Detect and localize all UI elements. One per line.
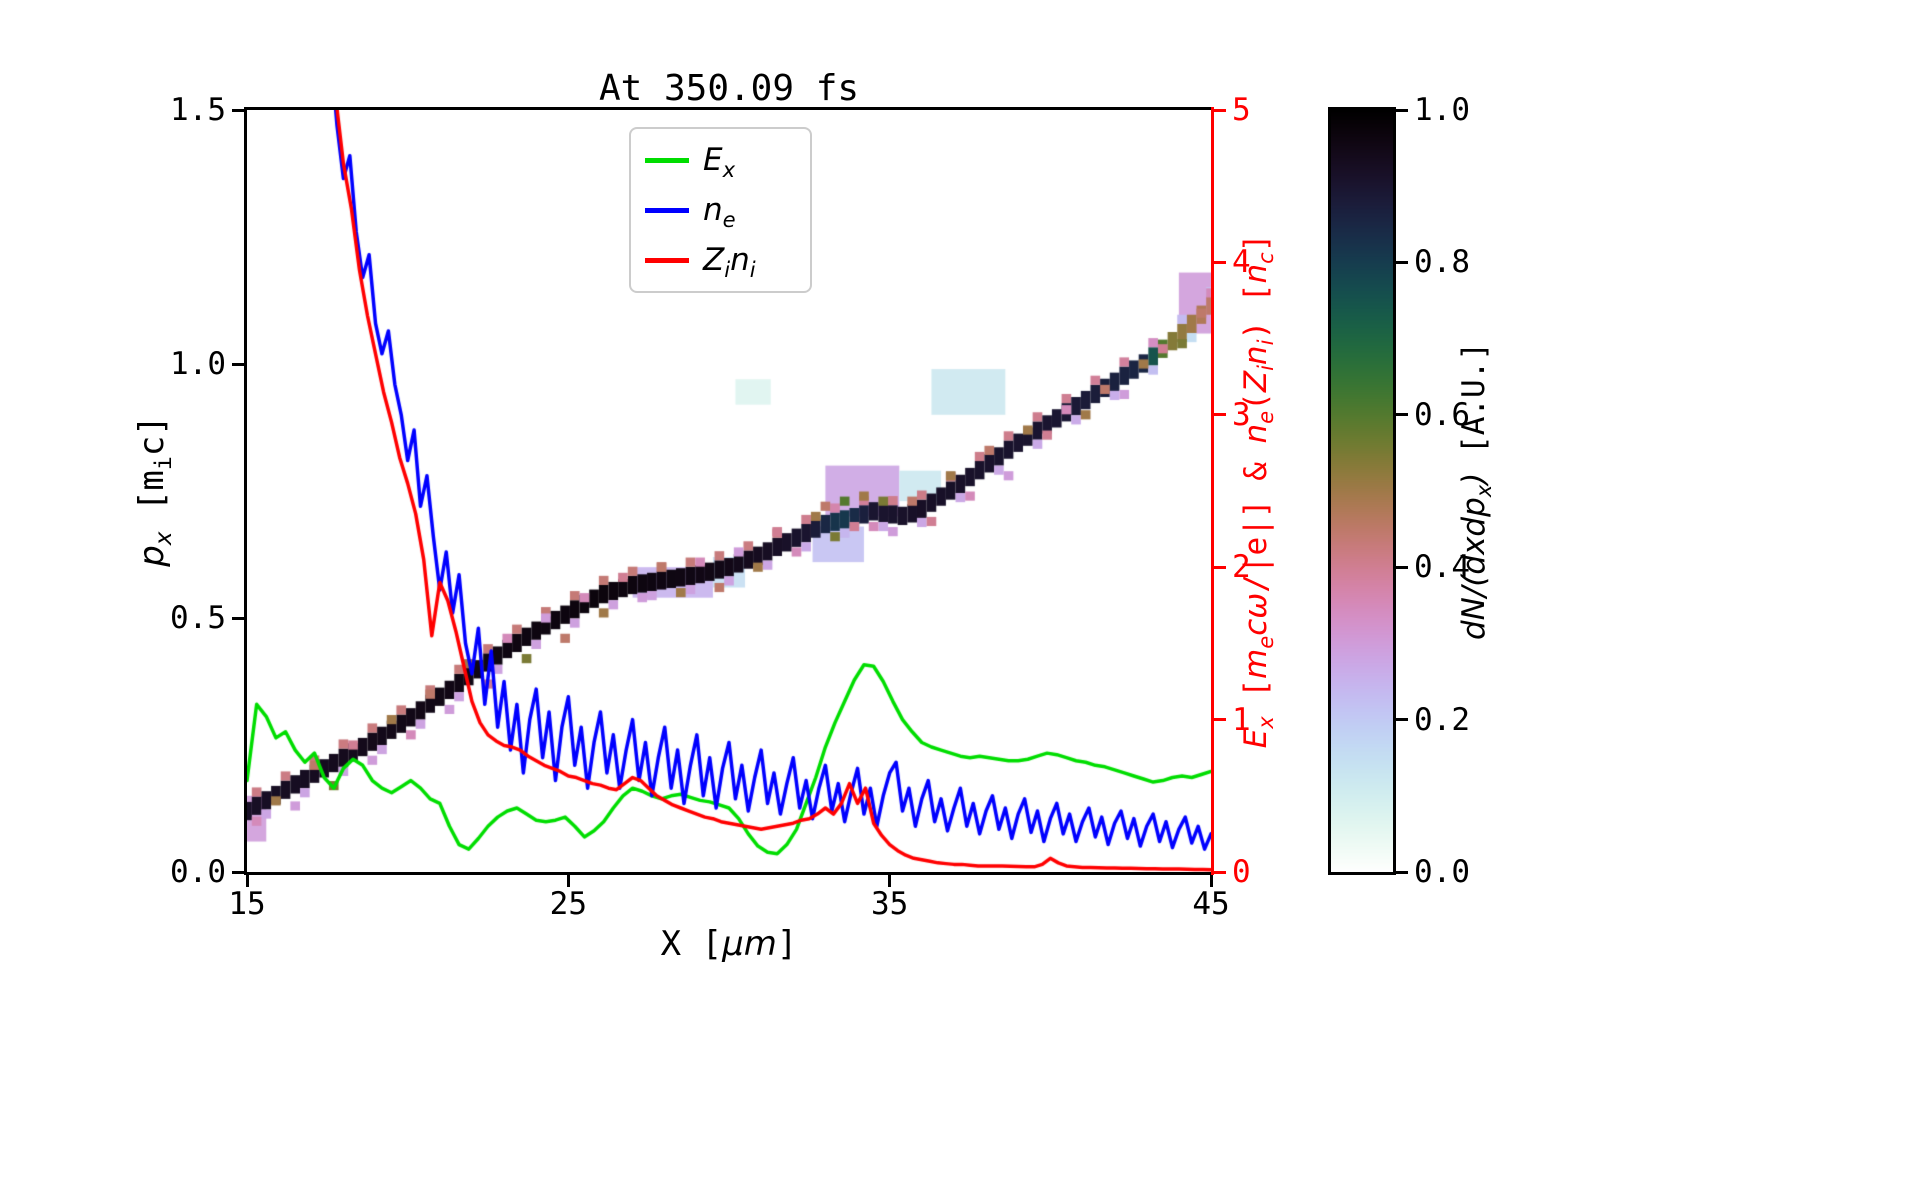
- legend-label: Ex: [703, 142, 735, 180]
- colorbar-ticklabel: 0.4: [1414, 549, 1470, 586]
- y-left-ticklabel: 1.5: [170, 92, 226, 128]
- legend-line-sample: [645, 257, 689, 263]
- y-right-tick: [1214, 565, 1226, 569]
- colorbar-tick: [1396, 260, 1408, 264]
- x-ticklabel: 35: [870, 886, 909, 922]
- label-segment: i: [724, 257, 731, 283]
- y-right-ticklabel: 1: [1232, 701, 1251, 738]
- y-left-ticklabel: 1.0: [170, 346, 226, 382]
- legend-line-sample: [645, 157, 689, 163]
- colorbar-frame: [1328, 107, 1396, 875]
- colorbar-tick: [1396, 413, 1408, 417]
- colorbar-tick: [1396, 565, 1408, 569]
- colorbar-ticklabel: 0.8: [1414, 244, 1470, 281]
- label-segment: i: [1253, 365, 1279, 371]
- x-tick: [245, 875, 249, 887]
- y-right-tick: [1214, 718, 1226, 722]
- y-right-tick: [1214, 870, 1226, 874]
- colorbar-tick: [1396, 870, 1408, 874]
- colorbar-ticklabel: 1.0: [1414, 92, 1470, 128]
- label-segment: E: [703, 142, 723, 178]
- y-left-ticklabel: 0.5: [170, 600, 226, 636]
- y-left-tick: [232, 108, 244, 112]
- y-right-tick: [1214, 108, 1226, 112]
- label-segment: X [: [660, 924, 723, 964]
- label-segment: c: [1238, 618, 1274, 636]
- label-segment: [A.U.]: [1456, 341, 1492, 473]
- colorbar-canvas: [1331, 110, 1393, 872]
- label-segment: n: [1238, 345, 1274, 366]
- y-right-ticklabel: 0: [1232, 854, 1251, 890]
- label-segment: i: [1253, 339, 1279, 346]
- label-segment: [m: [132, 470, 172, 532]
- label-segment: dxdp: [1456, 497, 1492, 575]
- label-segment: ]: [776, 924, 798, 964]
- label-segment: i: [150, 456, 177, 471]
- label-segment: i: [749, 257, 756, 283]
- y-axis-right-label: Ex [mecω/|e|] & ne(Zini) [nc]: [1238, 234, 1278, 749]
- colorbar-label: dN/(dxdpx) [A.U.]: [1456, 341, 1496, 641]
- legend-entry: Ex: [645, 142, 810, 180]
- label-segment: m: [1238, 648, 1274, 679]
- label-segment: dN: [1456, 597, 1492, 641]
- x-axis-label: X [μm]: [661, 924, 798, 964]
- label-segment: c]: [132, 415, 172, 457]
- legend-label: ne: [703, 192, 736, 230]
- colorbar-ticklabel: 0.0: [1414, 854, 1470, 890]
- legend: Ex ne Zini: [629, 127, 812, 293]
- y-left-tick: [232, 362, 244, 366]
- x-tick: [1209, 875, 1213, 887]
- x-tick: [566, 875, 570, 887]
- label-segment: p: [132, 545, 172, 567]
- legend-entry: Zini: [645, 242, 810, 280]
- label-segment: e: [1253, 635, 1279, 649]
- y-right-ticklabel: 4: [1232, 244, 1251, 281]
- label-segment: /(: [1456, 574, 1492, 598]
- y-right-tick: [1214, 260, 1226, 264]
- y-left-tick: [232, 616, 244, 620]
- y-left-ticklabel: 0.0: [170, 854, 226, 890]
- label-segment: n: [730, 242, 750, 278]
- x-ticklabel: 15: [228, 886, 266, 922]
- right-axis-spine: [1211, 107, 1214, 875]
- legend-label: Zini: [703, 242, 756, 280]
- label-segment: μm: [722, 924, 777, 964]
- label-segment: Z: [1238, 370, 1274, 393]
- y-right-tick: [1214, 413, 1226, 417]
- colorbar-tick: [1396, 718, 1408, 722]
- y-left-tick: [232, 870, 244, 874]
- y-right-ticklabel: 3: [1232, 396, 1251, 433]
- x-ticklabel: 45: [1192, 886, 1230, 922]
- legend-entry: ne: [645, 192, 810, 230]
- legend-line-sample: [645, 207, 689, 213]
- label-segment: x: [1471, 484, 1497, 498]
- colorbar-ticklabel: 0.2: [1414, 701, 1470, 738]
- x-tick: [888, 875, 892, 887]
- label-segment: Z: [703, 242, 725, 278]
- colorbar-ticklabel: 0.6: [1414, 396, 1470, 433]
- label-segment: n: [703, 192, 723, 228]
- x-ticklabel: 25: [549, 886, 587, 922]
- label-segment: x: [150, 531, 177, 546]
- label-segment: x: [722, 157, 736, 183]
- y-right-ticklabel: 2: [1232, 549, 1251, 586]
- label-segment: ω: [1238, 592, 1274, 619]
- label-segment: e: [722, 207, 736, 233]
- label-segment: ) [: [1238, 283, 1274, 340]
- colorbar-tick: [1396, 108, 1408, 112]
- chart-title: At 350.09 fs: [598, 68, 860, 109]
- y-axis-left-label: px [mic]: [132, 415, 177, 567]
- label-segment: ): [1456, 472, 1492, 485]
- y-right-ticklabel: 5: [1232, 92, 1251, 128]
